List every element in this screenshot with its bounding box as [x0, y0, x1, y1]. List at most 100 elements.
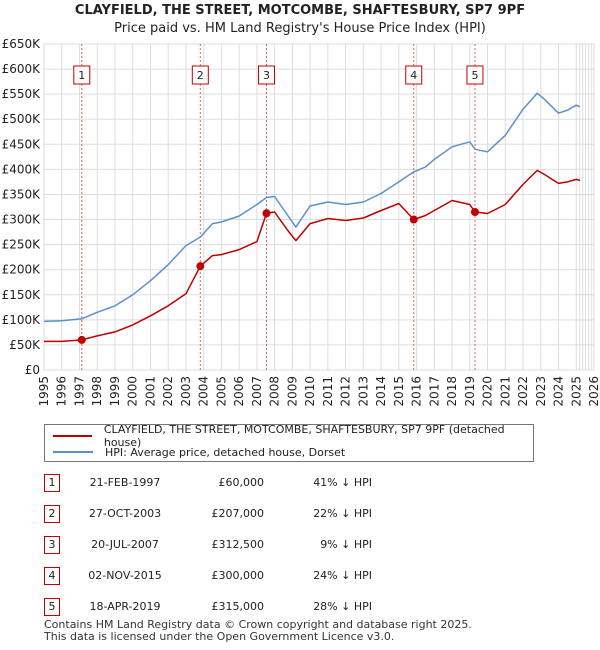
x-tick-label: 1996	[55, 376, 69, 407]
y-tick-label: £350K	[2, 187, 42, 201]
x-tick-label: 2005	[214, 376, 228, 407]
y-tick-label: £50K	[9, 338, 41, 352]
x-tick-label: 2020	[481, 376, 495, 407]
sale-number-badge: 4	[44, 567, 60, 585]
sale-date: 02-NOV-2015	[88, 569, 162, 582]
property-price-line	[44, 169, 581, 343]
sale-price: £312,500	[211, 538, 265, 551]
y-tick-label: £0	[25, 363, 40, 377]
legend-item-property: CLAYFIELD, THE STREET, MOTCOMBE, SHAFTES…	[53, 423, 533, 449]
sale-marker-label: 5	[471, 69, 478, 82]
sale-hpi-diff: 24% ↓ HPI	[313, 569, 372, 582]
sale-hpi-diff: 41% ↓ HPI	[313, 476, 372, 489]
sale-hpi-diff: 22% ↓ HPI	[313, 507, 372, 520]
chart-subtitle: Price paid vs. HM Land Registry's House …	[114, 21, 486, 36]
sale-row: 1 21-FEB-1997 £60,000 41% ↓ HPI	[0, 472, 600, 494]
chart-title: CLAYFIELD, THE STREET, MOTCOMBE, SHAFTES…	[74, 3, 526, 18]
x-tick-label: 1999	[108, 376, 122, 407]
x-tick-label: 2024	[552, 376, 566, 407]
sale-date: 20-JUL-2007	[91, 538, 159, 551]
x-tick-label: 2017	[427, 376, 441, 407]
x-tick-label: 2003	[179, 376, 193, 407]
x-tick-label: 2004	[197, 376, 211, 407]
footer-copyright: Contains HM Land Registry data © Crown c…	[44, 618, 472, 631]
y-tick-label: £500K	[2, 112, 42, 126]
x-tick-label: 2016	[410, 376, 424, 407]
y-tick-label: £600K	[2, 62, 42, 76]
legend-item-hpi: HPI: Average price, detached house, Dors…	[53, 444, 345, 460]
y-tick-label: £400K	[2, 162, 42, 176]
sale-marker-label: 4	[410, 69, 417, 82]
sale-number-badge: 2	[44, 505, 60, 523]
x-tick-label: 2018	[445, 376, 459, 407]
sale-hpi-diff: 9% ↓ HPI	[320, 538, 372, 551]
legend-label-hpi: HPI: Average price, detached house, Dors…	[105, 445, 346, 459]
x-tick-label: 2023	[534, 376, 548, 407]
x-tick-label: 2011	[321, 376, 335, 407]
sale-marker-box	[257, 65, 275, 85]
sale-point	[196, 262, 205, 271]
x-tick-label: 2009	[285, 376, 299, 407]
sale-price: £60,000	[218, 476, 265, 489]
x-tick-label: 1998	[90, 376, 104, 407]
y-tick-label: £200K	[2, 263, 42, 277]
sale-row: 5 18-APR-2019 £315,000 28% ↓ HPI	[0, 596, 600, 618]
legend-label-property: CLAYFIELD, THE STREET, MOTCOMBE, SHAFTES…	[103, 423, 505, 449]
y-tick-label: £650K	[2, 37, 42, 51]
footer-licence: This data is licensed under the Open Gov…	[44, 630, 395, 643]
legend-swatch-hpi	[53, 451, 93, 453]
price-chart: £0 £50K £100K £150K £200K £250K £300K £350K £400…	[2, 37, 600, 407]
x-tick-label: 2007	[250, 376, 264, 407]
y-tick-label: £450K	[2, 137, 42, 151]
sale-number-badge: 5	[44, 598, 60, 616]
sale-marker-box	[405, 65, 423, 85]
x-tick-label: 2012	[339, 376, 353, 407]
y-tick-label: £550K	[2, 87, 42, 101]
hpi-line	[43, 92, 581, 323]
sale-row: 4 02-NOV-2015 £300,000 24% ↓ HPI	[0, 565, 600, 587]
y-tick-label: £150K	[2, 288, 42, 302]
y-tick-label: £300K	[2, 213, 42, 227]
sale-point	[470, 208, 479, 217]
sale-number-badge: 3	[44, 536, 60, 554]
x-tick-label: 2014	[374, 376, 388, 407]
x-tick-label: 2022	[516, 376, 530, 407]
sale-row: 2 27-OCT-2003 £207,000 22% ↓ HPI	[0, 503, 600, 525]
y-tick-label: £100K	[2, 313, 42, 327]
x-tick-label: 2002	[161, 376, 175, 407]
x-tick-label: 2021	[498, 376, 512, 407]
x-tick-label: 1995	[37, 376, 51, 407]
sale-marker-label: 3	[263, 69, 270, 82]
x-tick-label: 2019	[463, 376, 477, 407]
x-tick-label: 2025	[569, 376, 583, 407]
sale-date: 18-APR-2019	[89, 600, 161, 613]
sale-point	[77, 335, 86, 344]
x-tick-label: 2001	[143, 376, 157, 407]
footer: Contains HM Land Registry data © Crown c…	[44, 619, 472, 643]
sale-price: £207,000	[211, 507, 265, 520]
x-tick-label: 2013	[356, 376, 370, 407]
sale-hpi-diff: 28% ↓ HPI	[313, 600, 372, 613]
sale-marker-box	[73, 65, 91, 85]
y-tick-label: £250K	[2, 238, 42, 252]
sale-marker-label: 1	[78, 69, 85, 82]
sale-row: 3 20-JUL-2007 £312,500 9% ↓ HPI	[0, 534, 600, 556]
plot-area	[43, 43, 595, 371]
sale-number-badge: 1	[44, 474, 60, 492]
sale-date: 27-OCT-2003	[88, 507, 162, 520]
x-tick-label: 2000	[126, 376, 140, 407]
x-tick-label: 2008	[268, 376, 282, 407]
sale-price: £315,000	[211, 600, 265, 613]
legend-swatch-property	[53, 435, 92, 437]
sale-date: 21-FEB-1997	[89, 476, 161, 489]
sale-marker-box	[466, 65, 484, 85]
x-tick-label: 1997	[72, 376, 86, 407]
x-tick-label: 2006	[232, 376, 246, 407]
sale-price: £300,000	[211, 569, 265, 582]
sale-point	[409, 215, 418, 224]
sale-marker-label: 2	[197, 69, 204, 82]
sale-point	[262, 209, 271, 218]
x-tick-label: 2015	[392, 376, 406, 407]
x-tick-label: 2026	[587, 376, 600, 407]
x-tick-label: 2010	[303, 376, 317, 407]
